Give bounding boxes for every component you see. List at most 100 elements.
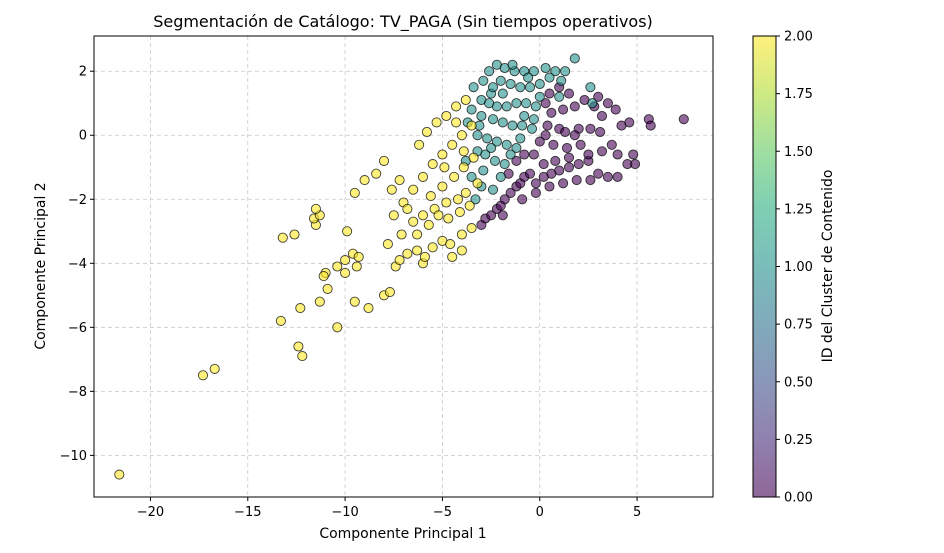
data-point-cluster-2 [382, 239, 393, 250]
data-point-cluster-1 [491, 136, 502, 147]
data-point-cluster-1 [560, 66, 571, 77]
data-point-cluster-0 [645, 120, 656, 131]
data-point-cluster-1 [505, 149, 516, 160]
data-point-cluster-1 [587, 98, 598, 109]
data-point-cluster-0 [530, 178, 541, 189]
data-point-cluster-0 [542, 120, 553, 131]
data-point-cluster-1 [480, 149, 491, 160]
data-point-cluster-1 [528, 66, 539, 77]
colorbar-tick-label: 1.00 [784, 260, 813, 275]
data-point-cluster-1 [515, 133, 526, 144]
data-point-cluster-1 [534, 78, 545, 90]
data-point-cluster-0 [563, 88, 575, 99]
data-point-cluster-0 [569, 101, 580, 112]
data-point-cluster-2 [340, 267, 351, 278]
colorbar-tick-label: 0.00 [784, 491, 813, 506]
data-point-cluster-1 [528, 114, 539, 125]
data-point-cluster-2 [412, 229, 423, 240]
data-point-cluster-2 [456, 245, 467, 256]
data-point-cluster-1 [466, 171, 477, 182]
data-point-cluster-0 [606, 139, 617, 150]
data-point-cluster-0 [499, 194, 510, 205]
data-point-cluster-2 [437, 181, 448, 192]
data-point-cluster-2 [332, 322, 343, 333]
x-tick-label: 5 [633, 505, 641, 520]
data-point-cluster-2 [384, 287, 395, 298]
data-point-cluster-2 [439, 162, 450, 173]
colorbar-tick-label: 0.50 [784, 375, 813, 390]
data-points [114, 53, 689, 480]
data-point-cluster-1 [482, 133, 493, 144]
data-point-cluster-2 [197, 370, 209, 381]
y-tick-label: 2 [79, 65, 87, 80]
data-point-cluster-2 [458, 146, 469, 157]
colorbar-tick-label: 1.75 [784, 87, 813, 102]
data-point-cluster-2 [114, 469, 125, 480]
data-point-cluster-2 [466, 120, 477, 131]
data-point-cluster-2 [466, 223, 477, 234]
data-point-cluster-1 [515, 82, 526, 93]
data-point-cluster-0 [610, 104, 621, 115]
data-point-cluster-0 [628, 149, 639, 160]
data-point-cluster-1 [495, 171, 506, 182]
data-point-cluster-0 [558, 104, 569, 115]
data-point-cluster-2 [433, 210, 444, 221]
data-point-cluster-2 [349, 187, 360, 198]
data-point-cluster-2 [427, 159, 438, 170]
data-point-cluster-0 [602, 98, 613, 109]
x-tick-label: −20 [137, 505, 164, 520]
data-point-cluster-2 [427, 242, 438, 253]
data-point-cluster-1 [530, 101, 541, 112]
y-tick-label: −4 [68, 257, 87, 272]
data-point-cluster-0 [534, 136, 545, 147]
data-point-cluster-0 [486, 210, 497, 221]
data-point-cluster-2 [458, 162, 469, 173]
data-point-cluster-1 [524, 82, 536, 93]
x-tick-label: −15 [234, 505, 261, 520]
data-point-cluster-2 [342, 226, 353, 237]
data-point-cluster-2 [359, 175, 370, 186]
data-point-cluster-1 [489, 155, 501, 166]
data-point-cluster-0 [612, 149, 623, 160]
data-point-cluster-2 [456, 130, 467, 141]
y-tick-label: −2 [68, 193, 87, 208]
data-point-cluster-0 [583, 149, 594, 160]
data-point-cluster-0 [563, 152, 575, 163]
data-point-cluster-2 [394, 175, 405, 186]
data-point-cluster-0 [550, 155, 561, 166]
colorbar-tick-label: 2.00 [784, 30, 813, 45]
data-point-cluster-1 [556, 75, 567, 86]
y-tick-label: −10 [60, 449, 87, 464]
data-point-cluster-1 [517, 120, 528, 131]
x-tick-label: −5 [433, 505, 452, 520]
colorbar-tick-label: 1.25 [784, 202, 813, 217]
data-point-cluster-2 [421, 126, 432, 138]
data-point-cluster-0 [624, 117, 635, 128]
data-point-cluster-2 [363, 303, 374, 314]
data-point-cluster-0 [546, 107, 557, 118]
data-point-cluster-1 [476, 110, 487, 122]
colorbar-tick-label: 0.75 [784, 318, 813, 333]
data-point-cluster-0 [540, 98, 551, 109]
data-point-cluster-2 [293, 341, 304, 352]
data-point-cluster-0 [612, 171, 623, 182]
data-point-cluster-2 [310, 203, 321, 214]
colorbar-ticks: 0.00 0.25 0.50 0.75 1.00 1.25 1.50 1.75 2.00 [776, 30, 813, 506]
data-point-cluster-2 [386, 184, 397, 195]
data-point-cluster-2 [402, 248, 413, 259]
data-point-cluster-2 [423, 219, 434, 230]
data-point-cluster-2 [449, 171, 460, 182]
data-point-cluster-1 [499, 159, 510, 170]
data-point-cluster-1 [523, 72, 534, 83]
data-point-cluster-2 [431, 117, 442, 128]
data-point-cluster-1 [468, 82, 479, 93]
data-point-cluster-0 [497, 210, 508, 221]
data-point-cluster-2 [394, 255, 405, 266]
data-point-cluster-1 [585, 82, 596, 93]
data-point-cluster-1 [544, 72, 555, 83]
data-point-cluster-1 [526, 123, 538, 134]
data-point-cluster-0 [544, 181, 555, 192]
data-point-cluster-1 [497, 117, 508, 128]
data-point-cluster-0 [538, 159, 549, 170]
